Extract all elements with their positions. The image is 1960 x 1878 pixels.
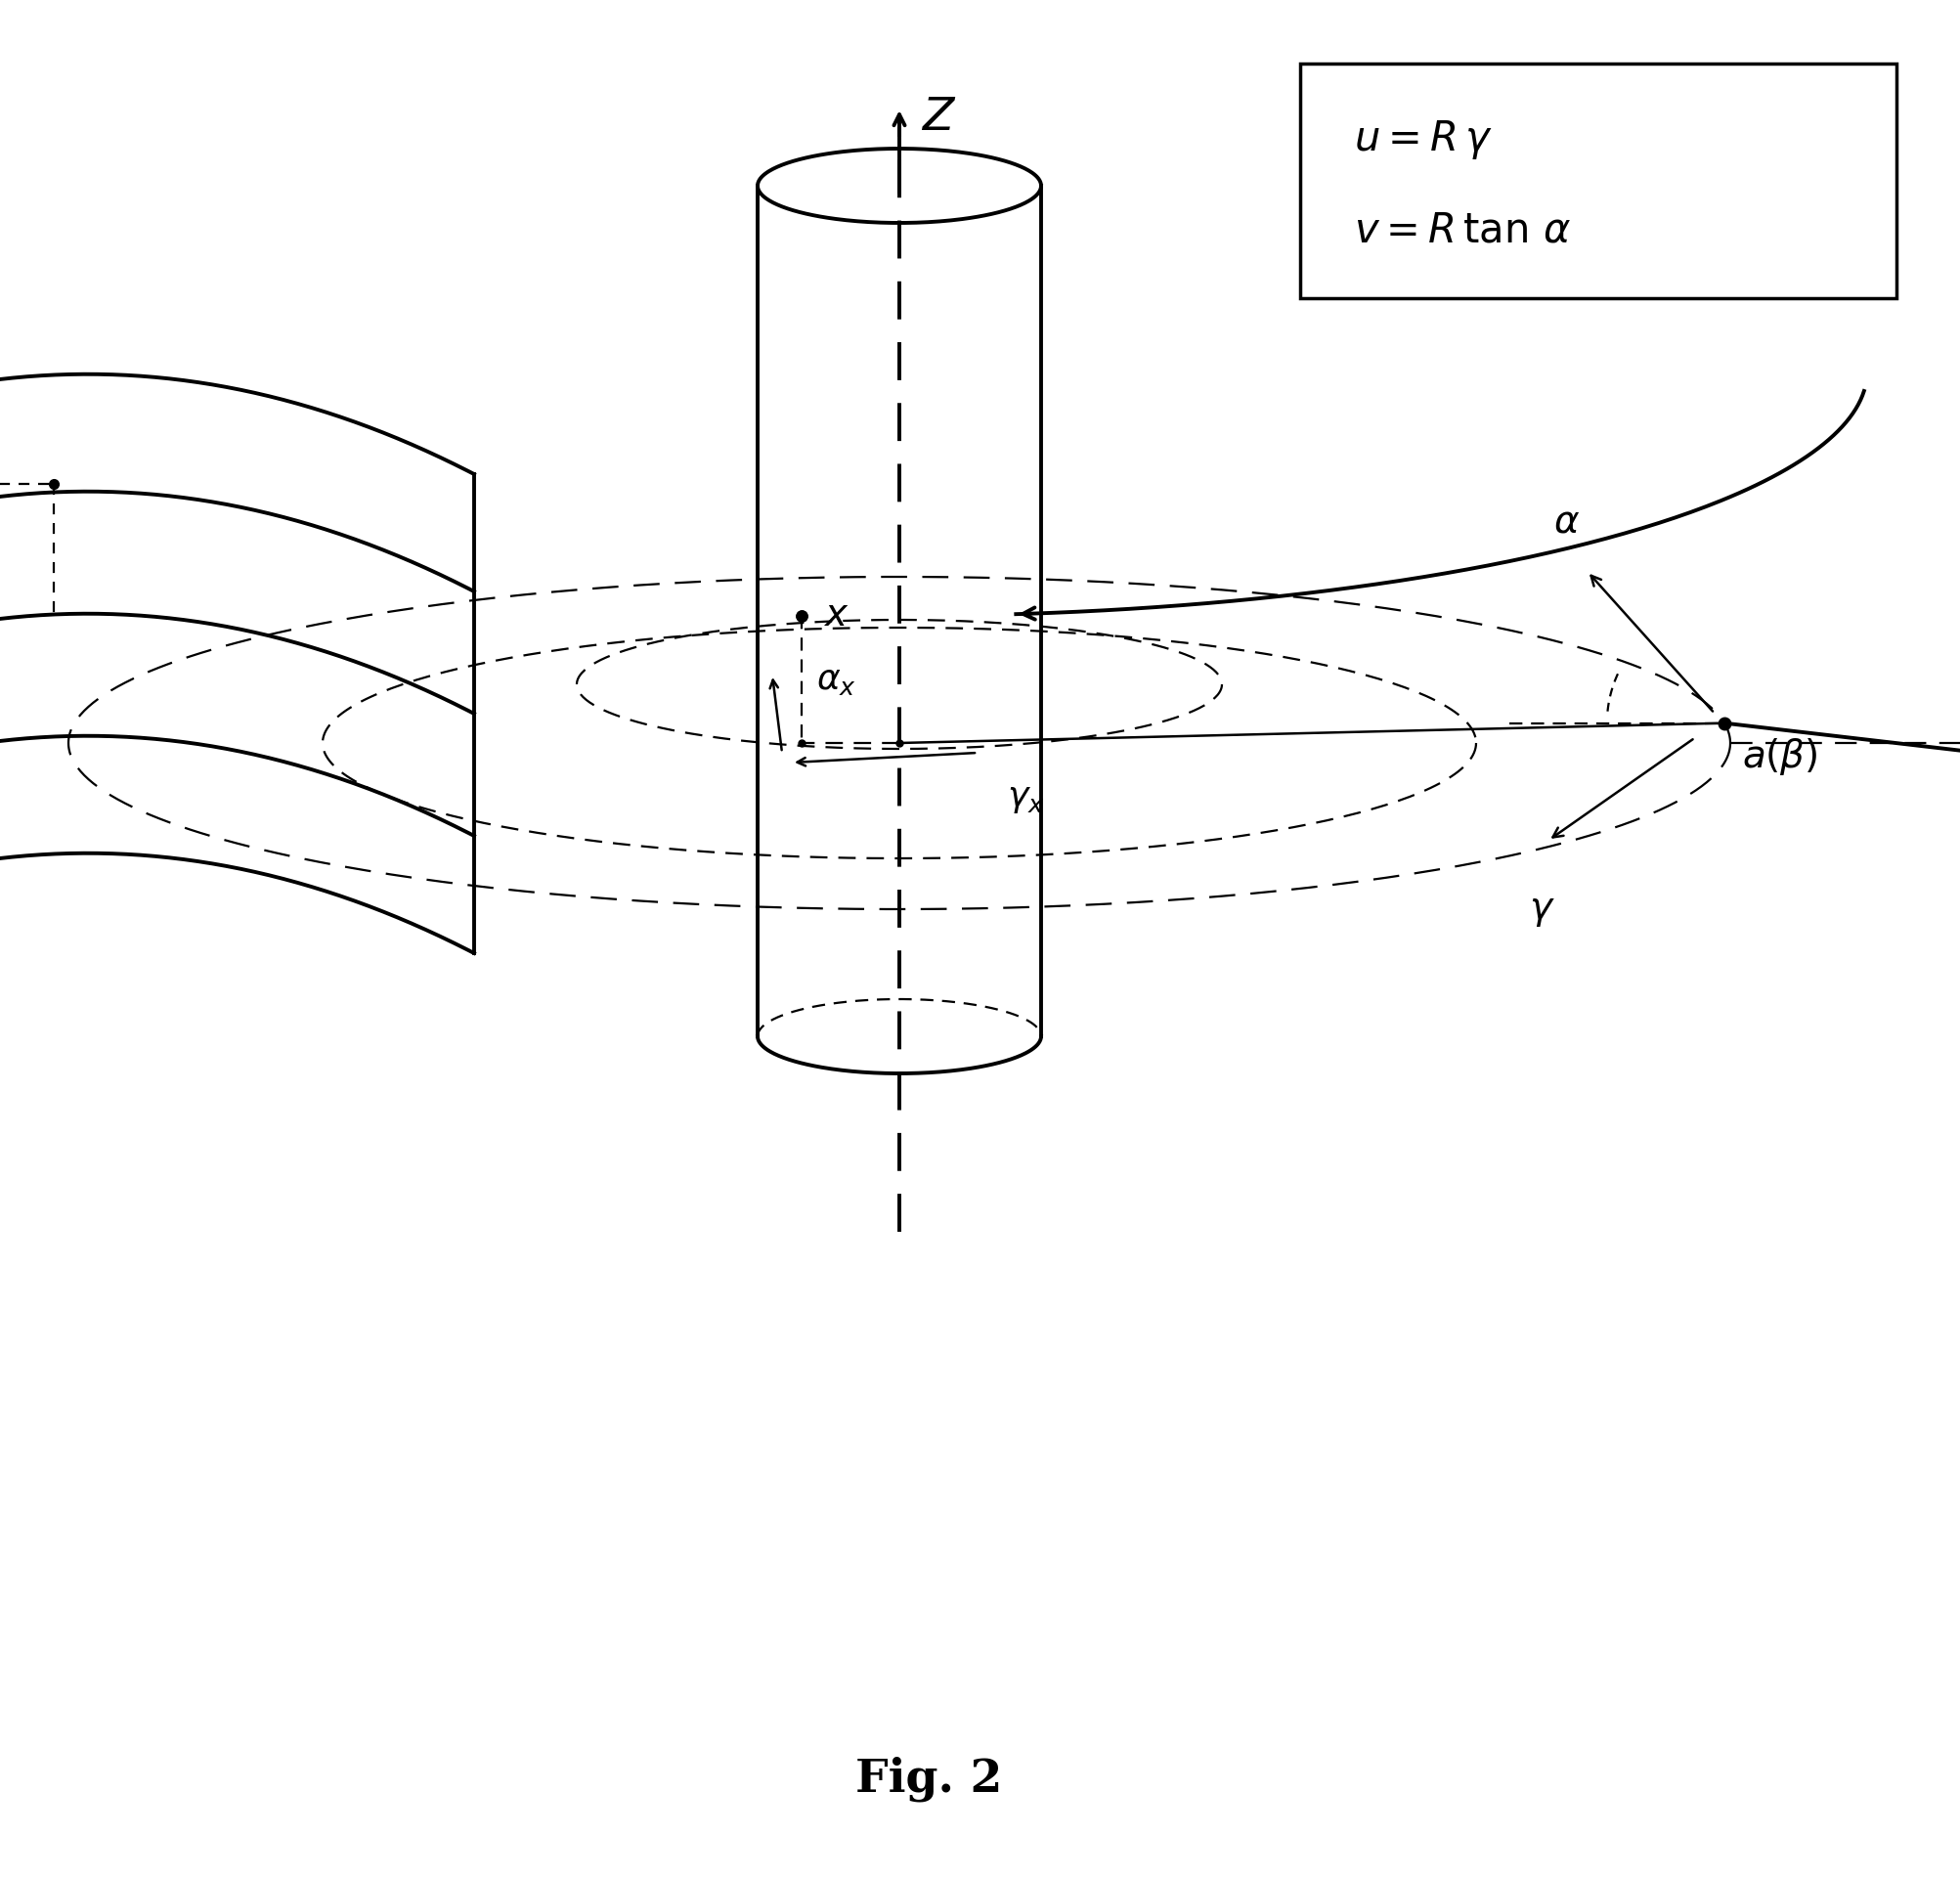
Text: $u = R\,\gamma$: $u = R\,\gamma$ <box>1352 118 1492 162</box>
Text: $\gamma$: $\gamma$ <box>1529 892 1554 928</box>
Text: $v = R\,\tan\,\alpha$: $v = R\,\tan\,\alpha$ <box>1352 208 1570 250</box>
Text: $\gamma_x$: $\gamma_x$ <box>1005 781 1045 815</box>
Text: $Z$: $Z$ <box>921 94 956 139</box>
Text: Fig. 2: Fig. 2 <box>855 1756 1002 1803</box>
Text: $\alpha_x$: $\alpha_x$ <box>815 663 857 697</box>
Text: $x$: $x$ <box>823 597 849 633</box>
Text: $a(\beta)$: $a(\beta)$ <box>1740 736 1817 777</box>
Bar <box>1299 64 1895 299</box>
Text: $\alpha$: $\alpha$ <box>1552 503 1580 541</box>
